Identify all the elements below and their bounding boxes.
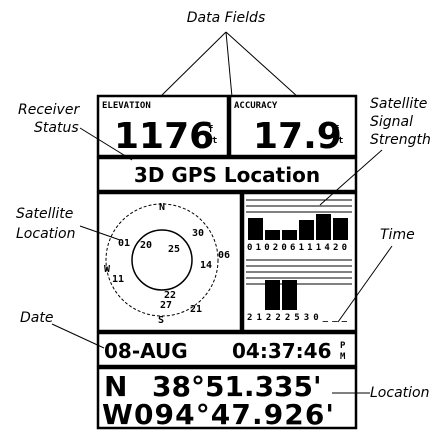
satellite: 11 (112, 274, 124, 285)
leader (226, 32, 232, 97)
callout: Strength (370, 132, 431, 148)
unit: f (208, 125, 213, 135)
signal-bar (282, 230, 297, 240)
callout: Satellite (16, 206, 73, 222)
field-value: 17.9 (253, 116, 342, 157)
callout: Location (370, 385, 429, 401)
compass: W (104, 264, 111, 275)
field-label: ACCURACY (234, 101, 278, 111)
satellites: 01 20 25 30 06 14 11 22 27 21 (112, 228, 230, 315)
leader (80, 226, 120, 240)
unit: f (334, 125, 339, 135)
signal-labels: 21222530___ (247, 313, 348, 323)
diagram: Data Fields Receiver Status Satellite Si… (0, 0, 436, 439)
signal-bar (282, 280, 297, 310)
callout: Time (380, 227, 415, 243)
signal-labels: 010206111420 (247, 243, 347, 253)
signal-bar (316, 214, 331, 240)
satellite: 20 (140, 240, 152, 251)
compass: N (159, 202, 165, 213)
ampm: M (340, 352, 346, 362)
signal-lines (246, 200, 352, 284)
ampm: P (340, 341, 346, 351)
signal-bar (333, 218, 348, 240)
callout: Date (20, 310, 53, 326)
unit: t (338, 136, 343, 146)
satellite: 27 (160, 300, 172, 311)
satellite: 21 (190, 304, 202, 315)
satellite: 30 (192, 228, 204, 239)
signal-bar (265, 280, 280, 310)
callout: Location (16, 226, 75, 242)
time: 04:37:46 (232, 339, 332, 363)
callout: Receiver (18, 102, 80, 118)
field-value: 1176 (114, 116, 214, 157)
status: 3D GPS Location (134, 163, 320, 187)
unit: t (212, 136, 217, 146)
satellite: 14 (200, 260, 212, 271)
signal-bar (299, 220, 314, 240)
satellite: 06 (218, 250, 230, 261)
leader (160, 32, 226, 97)
leader (52, 324, 104, 348)
satellite: 01 (118, 238, 130, 249)
callout: Status (34, 120, 79, 136)
date: 08-AUG (104, 339, 188, 363)
compass: S (158, 315, 164, 326)
callout: Satellite (370, 96, 427, 112)
longitude: W094°47.926' (102, 398, 334, 431)
field-label: ELEVATION (102, 101, 151, 111)
satellite: 25 (168, 244, 180, 255)
callout: Data Fields (187, 10, 266, 26)
callout: Signal (370, 114, 413, 130)
sky-ring (132, 230, 192, 290)
signal-bar (265, 230, 280, 240)
signal-bar (248, 218, 263, 240)
leader (226, 32, 298, 97)
